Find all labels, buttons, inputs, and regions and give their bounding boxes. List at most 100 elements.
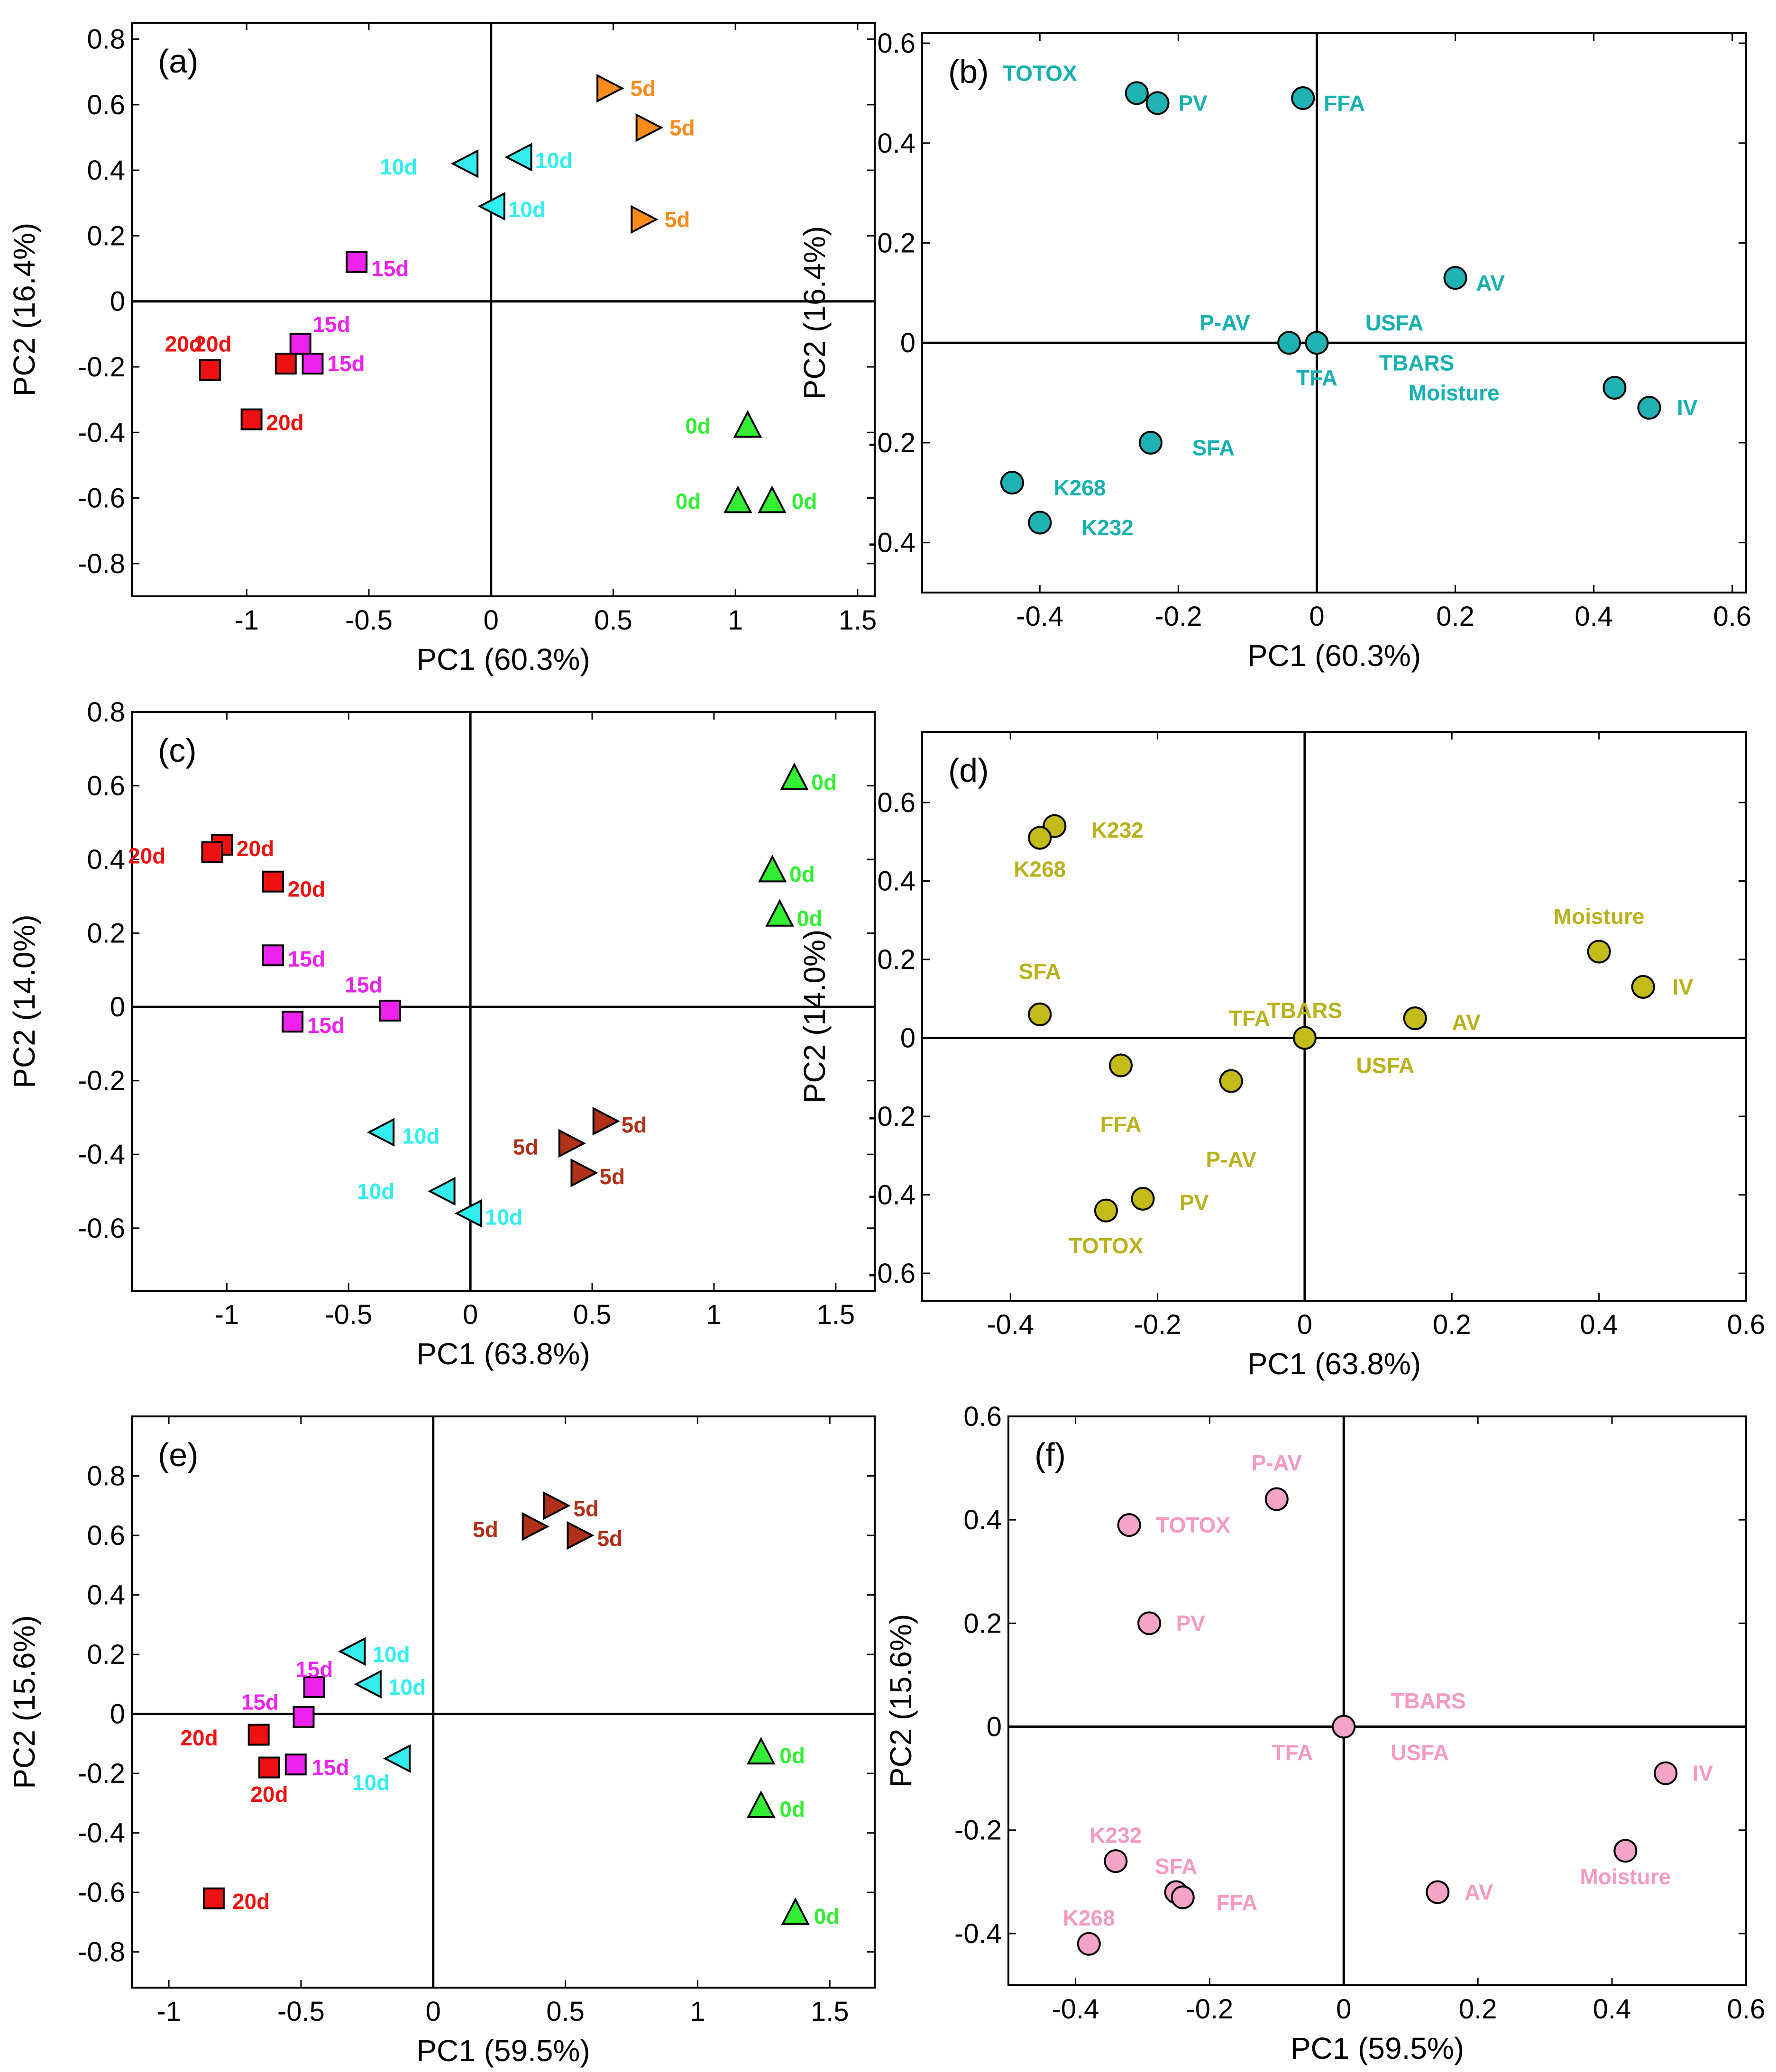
data-point xyxy=(1131,1187,1155,1211)
data-point xyxy=(780,762,809,790)
y-tick-label: -0.2 xyxy=(78,1066,125,1096)
point-label: TFA xyxy=(1296,365,1337,390)
data-point xyxy=(733,410,762,438)
data-point xyxy=(1426,1880,1450,1904)
point-label: 20d xyxy=(180,1725,218,1750)
data-point xyxy=(1028,1002,1052,1026)
data-point xyxy=(383,1744,411,1773)
y-tick-label: 0.2 xyxy=(87,1639,125,1670)
data-point xyxy=(1108,1053,1133,1077)
data-point xyxy=(1000,471,1024,495)
y-tick-label: -0.2 xyxy=(954,1815,1002,1846)
data-point xyxy=(504,143,532,172)
y-tick-label: 0.2 xyxy=(87,220,125,251)
panel-a-ylabel: PC2 (16.4%) xyxy=(7,223,41,396)
y-tick-label: 0 xyxy=(900,1023,915,1054)
y-tick-label: 0 xyxy=(110,1699,125,1730)
point-label: 10d xyxy=(380,155,417,179)
y-tick-label: 0.6 xyxy=(877,787,915,818)
point-label: 0d xyxy=(676,489,701,513)
data-point xyxy=(558,1129,586,1158)
y-tick-label: 0 xyxy=(110,992,125,1022)
point-label: 5d xyxy=(631,76,656,100)
data-point xyxy=(1094,1198,1118,1223)
x-tick-label: 0.4 xyxy=(1593,1994,1631,2025)
point-label: IV xyxy=(1693,1761,1713,1786)
plot-frame xyxy=(131,1415,876,1989)
data-point xyxy=(262,944,284,967)
panel-c-ylabel: PC2 (14.0%) xyxy=(7,914,41,1088)
x-tick-label: 1.5 xyxy=(816,1299,855,1330)
x-tick-label: -0.4 xyxy=(987,1309,1034,1340)
data-point xyxy=(1277,331,1301,355)
panel-b-xlabel: PC1 (60.3%) xyxy=(1247,639,1421,673)
point-label: USFA xyxy=(1391,1740,1449,1765)
point-label: 20d xyxy=(194,332,231,356)
panel-e-ylabel: PC2 (15.6%) xyxy=(7,1615,41,1789)
data-point xyxy=(450,149,479,178)
data-point xyxy=(631,205,659,234)
panel-e-xlabel: PC1 (59.5%) xyxy=(416,2034,590,2068)
data-point xyxy=(1264,1487,1289,1511)
panel-b: (b) PC1 (60.3%) PC2 (16.4%) -0.4 -0.2 0 0.2… xyxy=(797,28,1751,673)
data-point xyxy=(346,251,368,273)
data-point xyxy=(1028,826,1052,850)
data-point xyxy=(289,333,311,355)
data-point xyxy=(570,1158,598,1187)
point-label: PV xyxy=(1180,1190,1209,1215)
data-point xyxy=(293,1706,315,1728)
point-label: 15d xyxy=(312,312,350,337)
x-tick-label: 0 xyxy=(484,605,499,636)
point-label: IV xyxy=(1677,395,1698,420)
point-label: 0d xyxy=(789,862,815,886)
x-tick-label: -1 xyxy=(234,605,259,636)
point-label: Moisture xyxy=(1554,904,1645,929)
y-tick-label: -0.2 xyxy=(78,352,125,383)
y-tick-label: -0.4 xyxy=(78,1139,125,1170)
panel-b-ylabel: PC2 (16.4%) xyxy=(797,226,832,400)
point-label: SFA xyxy=(1192,435,1235,460)
data-point xyxy=(262,870,284,893)
data-point xyxy=(1171,1885,1195,1909)
point-label: 10d xyxy=(402,1123,439,1148)
y-tick-label: -0.2 xyxy=(868,1101,915,1132)
plot-frame xyxy=(1007,1415,1747,1986)
y-tick-label: 0.4 xyxy=(877,128,915,159)
point-label: IV xyxy=(1673,975,1694,999)
x-tick-label: 0.6 xyxy=(1713,601,1751,632)
point-label: 10d xyxy=(485,1205,522,1229)
panel-d-ylabel: PC2 (14.0%) xyxy=(797,930,832,1103)
y-tick-label: -0.4 xyxy=(78,1818,125,1849)
y-tick-label: 0.4 xyxy=(87,155,125,186)
point-label: 15d xyxy=(288,947,325,971)
panel-a-label: (a) xyxy=(158,43,199,80)
point-label: 20d xyxy=(128,843,165,868)
y-tick-label: 0.4 xyxy=(87,844,125,875)
data-point xyxy=(746,1790,776,1818)
data-point xyxy=(282,1011,304,1033)
point-label: TBARS xyxy=(1267,998,1342,1023)
data-point xyxy=(1104,1849,1128,1873)
point-label: TBARS xyxy=(1379,350,1454,375)
data-point xyxy=(596,73,624,103)
point-label: TOTOX xyxy=(1156,1513,1230,1537)
y-tick-label: 0.6 xyxy=(87,1520,125,1551)
y-tick-label: -0.8 xyxy=(78,548,125,579)
data-point xyxy=(1077,1932,1101,1956)
point-label: FFA xyxy=(1324,91,1365,116)
data-point xyxy=(1125,81,1149,105)
y-tick-label: 0.4 xyxy=(963,1505,1002,1535)
data-point xyxy=(1305,331,1329,355)
data-point xyxy=(240,408,263,430)
panel-e-label: (e) xyxy=(158,1436,199,1473)
point-label: P-AV xyxy=(1252,1451,1302,1475)
y-tick-label: -0.6 xyxy=(78,1213,125,1244)
data-point xyxy=(428,1177,456,1206)
data-point xyxy=(366,1118,395,1147)
panel-f-xlabel: PC1 (59.5%) xyxy=(1291,2031,1464,2065)
point-label: 15d xyxy=(295,1657,333,1681)
point-label: Moisture xyxy=(1409,381,1500,405)
y-tick-label: -0.4 xyxy=(954,1918,1002,1949)
y-tick-label: -0.6 xyxy=(868,1258,915,1289)
